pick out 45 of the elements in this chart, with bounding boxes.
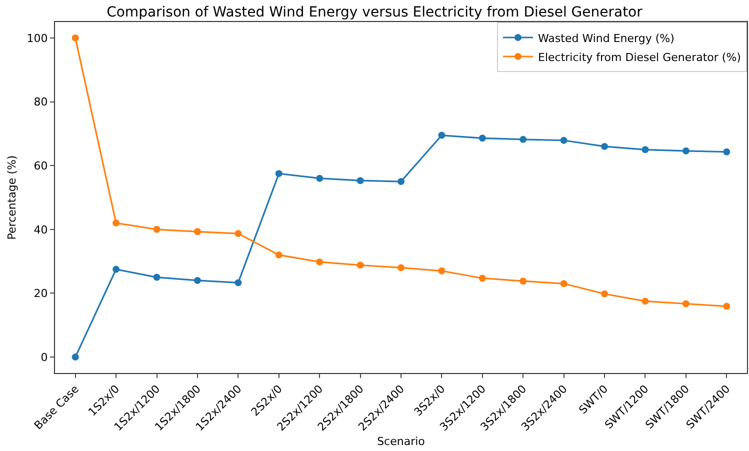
legend-label: Electricity from Diesel Generator (%) (538, 50, 741, 64)
point (642, 146, 649, 154)
point (438, 267, 446, 274)
y-tick-label: 60 (34, 159, 48, 172)
point (682, 300, 690, 308)
chart-title: Comparison of Wasted Wind Energy versus Electricity from Diesel Generator (106, 4, 643, 21)
y-axis-title: Percentage (%) (5, 155, 18, 240)
point (234, 230, 242, 238)
x-axis-title: Scenario (377, 434, 426, 448)
point (601, 142, 608, 150)
point (234, 279, 242, 286)
point (520, 278, 527, 285)
point (194, 276, 201, 284)
point (316, 174, 324, 182)
point (398, 264, 404, 272)
point (438, 132, 446, 139)
point (478, 274, 486, 282)
point (72, 354, 79, 361)
point (478, 134, 486, 142)
point (356, 177, 364, 184)
legend-label: Wasted Wind Energy (%) (538, 32, 674, 45)
y-tick-label: 20 (34, 287, 48, 300)
point (112, 220, 120, 227)
point (682, 147, 690, 154)
point (153, 274, 160, 281)
y-tick-label: 80 (34, 96, 48, 109)
point (520, 136, 527, 143)
point (398, 178, 404, 186)
point (112, 266, 120, 273)
point (316, 258, 324, 266)
point (153, 226, 160, 233)
point (275, 170, 282, 178)
y-tick-label: 40 (34, 223, 48, 236)
point (723, 302, 730, 310)
y-tick-label: 0 (40, 350, 48, 364)
point (356, 262, 364, 269)
point (275, 251, 282, 258)
point (601, 290, 608, 298)
point (723, 148, 730, 156)
point (194, 228, 201, 236)
point (560, 280, 568, 288)
point (642, 298, 649, 305)
point (560, 136, 568, 144)
y-tick-label: 100 (26, 32, 48, 45)
point (72, 34, 79, 42)
